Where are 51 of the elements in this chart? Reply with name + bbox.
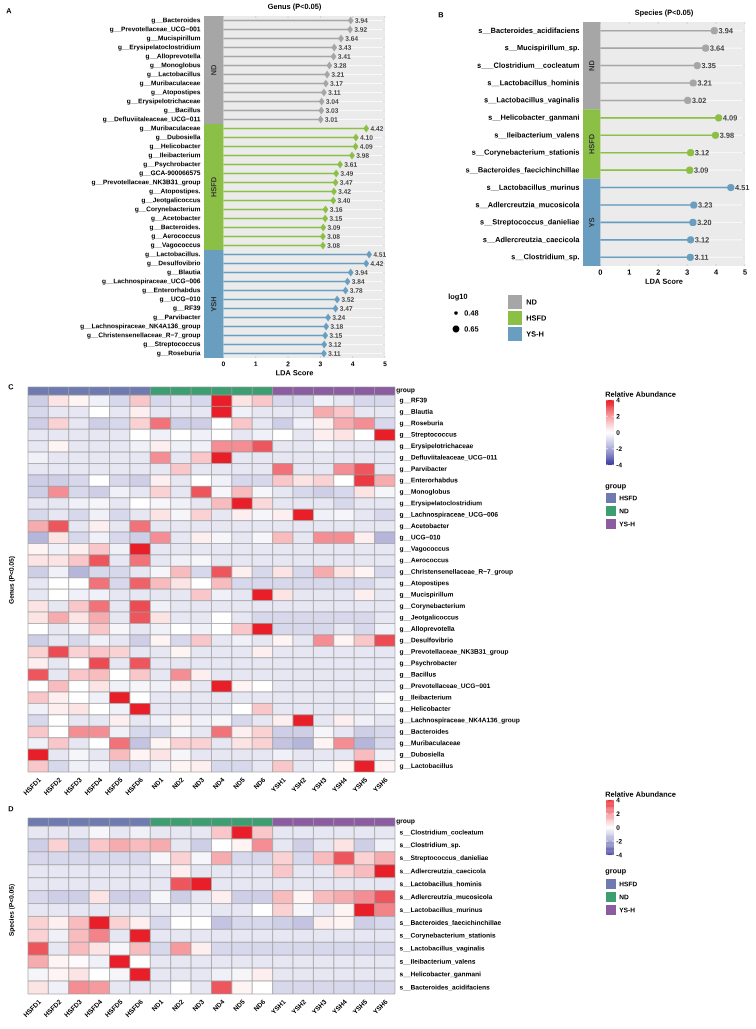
point <box>702 44 710 52</box>
point <box>322 215 328 222</box>
point <box>337 161 343 168</box>
point <box>332 305 339 312</box>
point <box>334 296 340 303</box>
point <box>349 152 355 159</box>
point <box>352 143 359 150</box>
point <box>347 26 353 33</box>
point <box>687 236 695 244</box>
point <box>687 149 695 157</box>
point <box>689 218 697 227</box>
point <box>320 224 327 231</box>
point <box>323 80 329 87</box>
point <box>353 134 359 141</box>
point <box>686 253 694 261</box>
point <box>320 242 326 249</box>
point <box>347 269 354 276</box>
point <box>317 116 324 123</box>
point <box>363 125 369 132</box>
point <box>347 17 354 24</box>
point <box>344 278 351 285</box>
point <box>366 251 372 258</box>
point <box>689 79 697 87</box>
point <box>693 61 701 70</box>
point <box>684 96 692 105</box>
point <box>338 35 344 42</box>
point <box>715 114 723 122</box>
point <box>330 53 337 60</box>
point <box>342 287 349 294</box>
point <box>320 233 326 240</box>
point <box>322 206 329 213</box>
point <box>321 350 327 357</box>
point <box>363 260 369 267</box>
point <box>333 170 339 177</box>
point <box>686 166 694 174</box>
point <box>321 341 327 348</box>
point <box>325 314 331 321</box>
point <box>332 179 339 186</box>
point <box>323 323 329 330</box>
point <box>711 131 720 139</box>
point <box>326 62 333 69</box>
point <box>318 107 325 114</box>
point <box>331 188 337 195</box>
point <box>324 71 330 78</box>
point <box>690 201 698 209</box>
point <box>322 332 328 339</box>
point <box>318 98 325 105</box>
point <box>331 44 337 51</box>
point <box>330 197 337 204</box>
point <box>710 27 718 35</box>
point <box>321 89 327 96</box>
